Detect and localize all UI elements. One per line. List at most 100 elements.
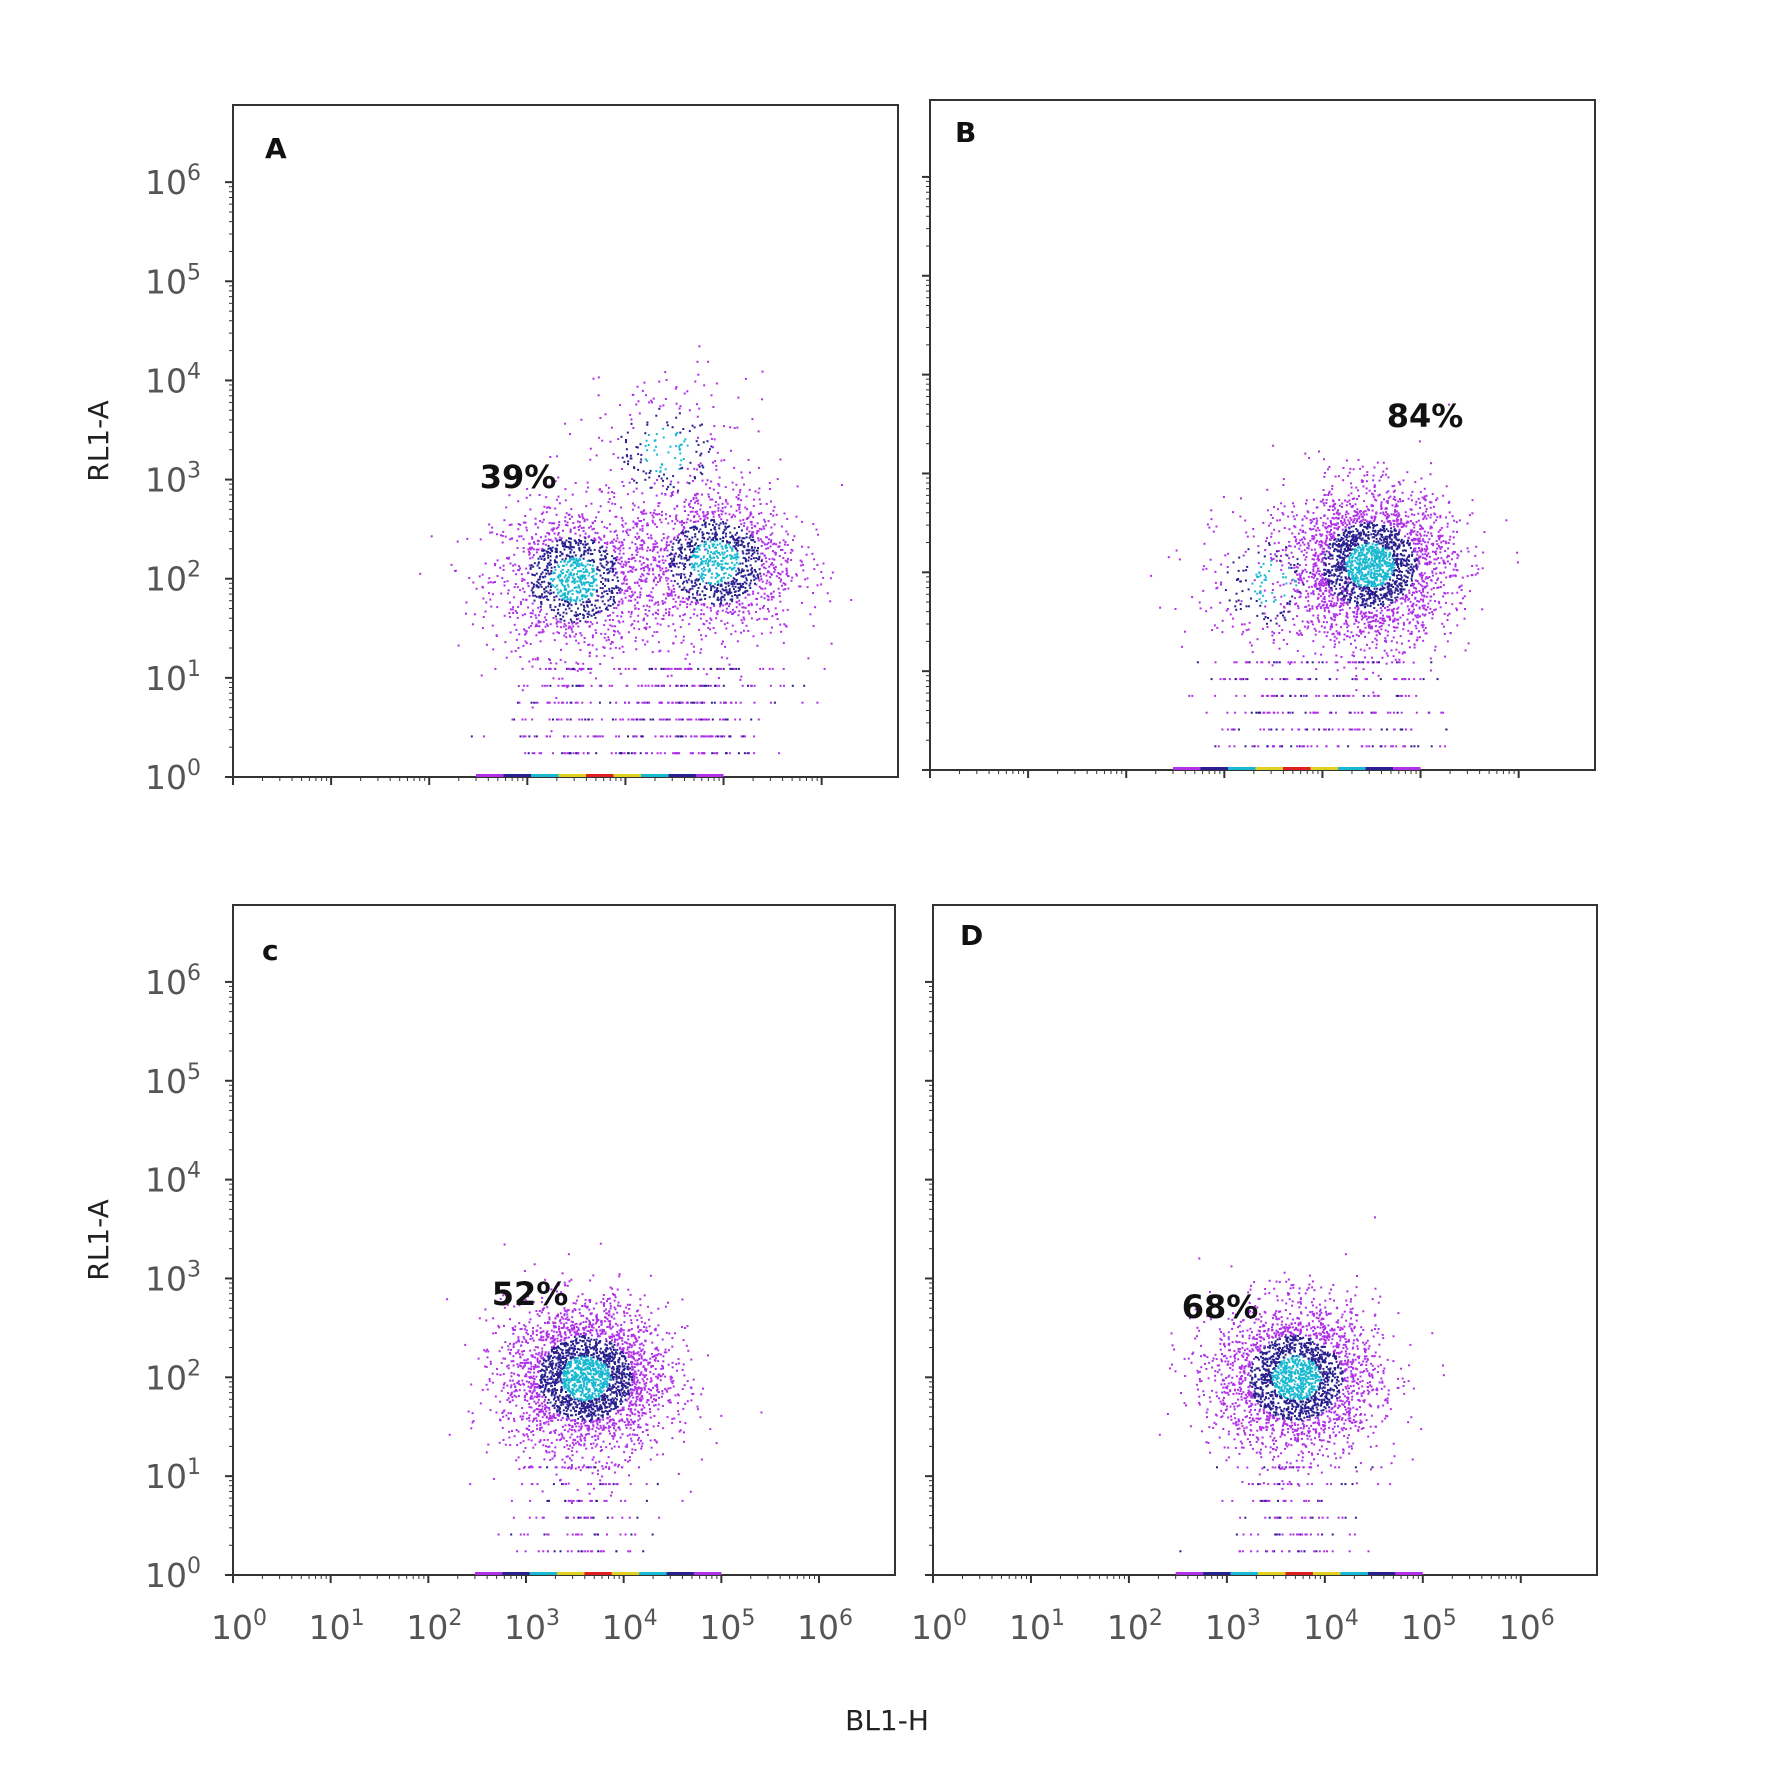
event-dot: [1359, 510, 1361, 513]
event-dot: [1338, 641, 1341, 644]
event-dot: [582, 564, 584, 567]
baseline-events: [696, 774, 724, 777]
event-dot: [1446, 592, 1449, 595]
event-dot: [737, 556, 740, 559]
event-dot: [594, 539, 597, 541]
event-dot: [615, 559, 618, 562]
event-dot: [737, 590, 740, 592]
event-dot: [520, 573, 523, 576]
event-dot: [607, 568, 610, 571]
event-dot: [568, 517, 571, 520]
event-dot: [519, 567, 522, 570]
event-dot: [513, 718, 516, 721]
event-dot: [693, 684, 696, 687]
event-dot: [690, 580, 693, 583]
event-dot: [560, 590, 562, 593]
event-dot: [735, 667, 738, 670]
event-dot: [575, 557, 578, 560]
event-dot: [631, 567, 634, 570]
event-dot: [720, 599, 723, 602]
event-dot: [799, 559, 802, 562]
event-dot: [701, 479, 704, 482]
event-dot: [750, 718, 753, 721]
event-dot: [1446, 614, 1449, 617]
event-dot: [562, 592, 565, 595]
event-dot: [701, 536, 704, 539]
event-dot: [573, 562, 576, 565]
event-dot: [642, 512, 645, 515]
event-dot: [588, 652, 591, 655]
event-dot: [527, 606, 530, 609]
event-dot: [1471, 512, 1474, 515]
event-dot: [680, 577, 682, 579]
event-dot: [1297, 581, 1300, 584]
event-dot: [479, 538, 482, 541]
event-dot: [491, 526, 494, 529]
event-dot: [546, 701, 549, 704]
event-dot: [770, 563, 772, 566]
event-dot: [696, 512, 699, 515]
event-dot: [762, 563, 765, 565]
event-dot: [631, 718, 634, 721]
event-dot: [686, 481, 689, 484]
event-dot: [1391, 570, 1394, 573]
event-dot: [669, 495, 672, 498]
event-dot: [1345, 543, 1348, 546]
event-dot: [508, 524, 511, 526]
event-dot: [1323, 572, 1326, 575]
event-dot: [744, 557, 746, 560]
event-dot: [1325, 539, 1328, 542]
event-dot: [1342, 540, 1345, 543]
event-dot: [680, 524, 683, 527]
event-dot: [570, 604, 573, 607]
event-dot: [700, 452, 703, 455]
event-dot: [569, 541, 572, 544]
event-dot: [652, 559, 655, 562]
event-dot: [600, 581, 603, 583]
event-dot: [634, 640, 637, 643]
event-dot: [731, 548, 734, 550]
event-dot: [564, 516, 567, 519]
event-dot: [519, 656, 522, 658]
event-dot: [1412, 568, 1415, 571]
event-dot: [681, 519, 683, 522]
event-dot: [693, 426, 696, 429]
event-dot: [698, 573, 701, 576]
event-dot: [672, 606, 675, 608]
event-dot: [771, 532, 774, 535]
event-dot: [1404, 600, 1407, 603]
event-dot: [553, 599, 556, 602]
event-dot: [589, 553, 592, 556]
event-dot: [1449, 535, 1452, 538]
event-dot: [529, 568, 532, 570]
event-dot: [648, 609, 651, 612]
event-dot: [693, 516, 695, 519]
event-dot: [1423, 516, 1426, 519]
event-dot: [1324, 526, 1327, 529]
event-dot: [681, 546, 684, 549]
event-dot: [554, 537, 557, 540]
event-dot: [575, 560, 578, 563]
event-dot: [722, 596, 725, 599]
event-dot: [680, 573, 683, 575]
event-dot: [786, 533, 789, 536]
event-dot: [748, 488, 751, 491]
event-dot: [702, 735, 705, 738]
event-dot: [637, 701, 640, 704]
event-dot: [552, 617, 555, 619]
event-dot: [589, 582, 592, 584]
event-dot: [484, 562, 487, 565]
event-dot: [1328, 552, 1331, 555]
event-dot: [571, 622, 574, 625]
event-dot: [731, 481, 734, 484]
event-dot: [560, 582, 563, 585]
event-dot: [1347, 474, 1350, 477]
event-dot: [714, 577, 717, 579]
event-dot: [594, 616, 597, 619]
event-dot: [550, 578, 553, 580]
event-dot: [609, 614, 611, 617]
event-dot: [1382, 461, 1385, 464]
event-dot: [573, 668, 576, 671]
event-dot: [595, 584, 598, 587]
event-dot: [578, 570, 581, 573]
